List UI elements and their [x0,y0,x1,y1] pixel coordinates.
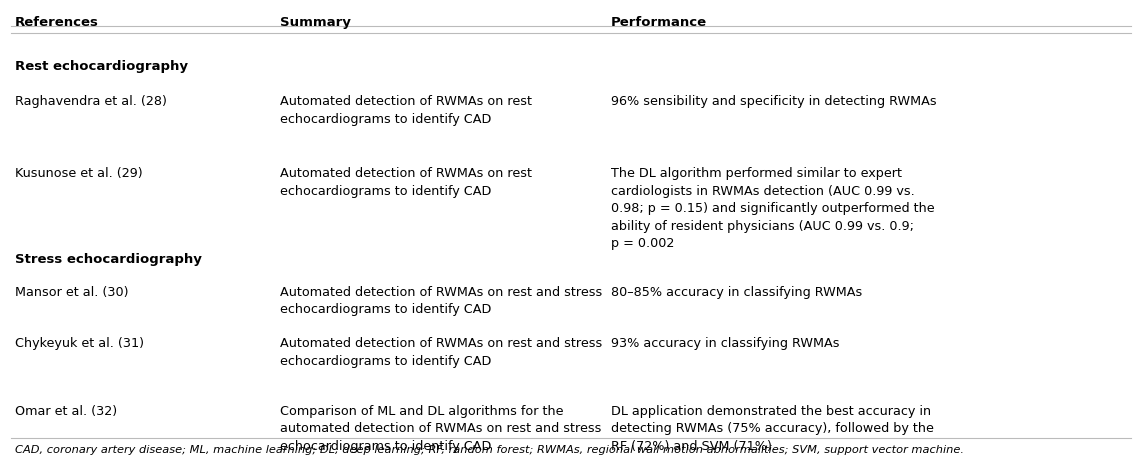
Text: 93% accuracy in classifying RWMAs: 93% accuracy in classifying RWMAs [611,337,839,350]
Text: Kusunose et al. (29): Kusunose et al. (29) [15,167,143,180]
Text: Automated detection of RWMAs on rest
echocardiograms to identify CAD: Automated detection of RWMAs on rest ech… [280,167,532,198]
Text: References: References [15,16,98,29]
Text: Omar et al. (32): Omar et al. (32) [15,405,116,418]
Text: Automated detection of RWMAs on rest and stress
echocardiograms to identify CAD: Automated detection of RWMAs on rest and… [280,337,602,368]
Text: Raghavendra et al. (28): Raghavendra et al. (28) [15,95,167,108]
Text: Comparison of ML and DL algorithms for the
automated detection of RWMAs on rest : Comparison of ML and DL algorithms for t… [280,405,601,452]
Text: CAD, coronary artery disease; ML, machine learning; DL, deep learning; RF, rando: CAD, coronary artery disease; ML, machin… [15,445,964,456]
Text: Summary: Summary [280,16,351,29]
Text: Rest echocardiography: Rest echocardiography [15,60,187,73]
Text: The DL algorithm performed similar to expert
cardiologists in RWMAs detection (A: The DL algorithm performed similar to ex… [611,167,934,250]
Text: Chykeyuk et al. (31): Chykeyuk et al. (31) [15,337,144,350]
Text: DL application demonstrated the best accuracy in
detecting RWMAs (75% accuracy),: DL application demonstrated the best acc… [611,405,934,452]
Text: Stress echocardiography: Stress echocardiography [15,253,202,266]
Text: Automated detection of RWMAs on rest
echocardiograms to identify CAD: Automated detection of RWMAs on rest ech… [280,95,532,126]
Text: Automated detection of RWMAs on rest and stress
echocardiograms to identify CAD: Automated detection of RWMAs on rest and… [280,286,602,317]
Text: Mansor et al. (30): Mansor et al. (30) [15,286,128,299]
Text: Performance: Performance [611,16,707,29]
Text: 80–85% accuracy in classifying RWMAs: 80–85% accuracy in classifying RWMAs [611,286,862,299]
Text: 96% sensibility and specificity in detecting RWMAs: 96% sensibility and specificity in detec… [611,95,936,108]
